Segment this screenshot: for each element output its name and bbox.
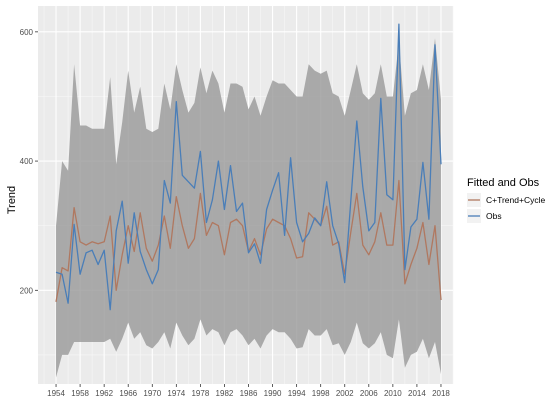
x-axis: 1954 1958 1962 1966 1970 1974 1978 1982 1986 1990… [47, 384, 450, 398]
y-axis: 200 400 600 [20, 28, 38, 295]
x-tick-label: 1994 [288, 389, 306, 398]
x-tick-label: 1986 [240, 389, 258, 398]
series-line-obs [55, 23, 442, 311]
x-tick-label: 1998 [312, 389, 330, 398]
x-tick-label: 2010 [384, 389, 402, 398]
legend-label-obs: Obs [486, 211, 502, 221]
x-tick-label: 1970 [143, 389, 161, 398]
confidence-band [56, 38, 441, 378]
x-tick-label: 2018 [432, 389, 450, 398]
x-tick-label: 2006 [360, 389, 378, 398]
x-tick-label: 1982 [216, 389, 234, 398]
x-tick-label: 1958 [71, 389, 89, 398]
legend-label-trend: C+Trend+Cycle [486, 195, 545, 205]
x-tick-label: 2002 [336, 389, 354, 398]
y-tick-label: 400 [20, 157, 34, 166]
legend-title: Fitted and Obs [467, 177, 540, 189]
x-tick-label: 1974 [167, 389, 185, 398]
x-tick-label: 1954 [47, 389, 65, 398]
y-tick-label: 200 [20, 286, 34, 295]
x-tick-label: 1990 [264, 389, 282, 398]
y-tick-label: 600 [20, 28, 34, 37]
x-tick-label: 1966 [119, 389, 137, 398]
legend-key-trend [467, 193, 481, 207]
x-tick-label: 1978 [191, 389, 209, 398]
y-axis-title: Trend [6, 186, 18, 214]
series-lines [55, 23, 442, 311]
x-tick-label: 2014 [408, 389, 426, 398]
x-tick-label: 1962 [95, 389, 113, 398]
legend: Fitted and Obs C+Trend+Cycle Obs [467, 177, 545, 223]
legend-key-obs [467, 209, 481, 223]
